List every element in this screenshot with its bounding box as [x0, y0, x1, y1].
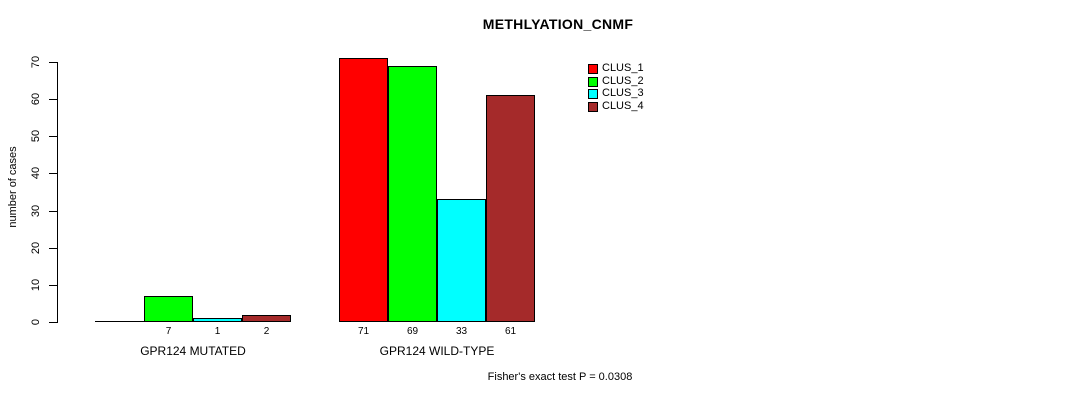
- y-tick-label: 60: [30, 92, 42, 106]
- y-tick-label: 50: [30, 129, 42, 143]
- bar-clus_3-group1: [193, 318, 242, 322]
- bar-clus_2-group2: [388, 66, 437, 322]
- y-tick-mark: [49, 322, 58, 323]
- legend-label: CLUS_1: [602, 62, 644, 74]
- bar-value-label: 33: [455, 326, 468, 337]
- bar-value-label: 71: [357, 326, 370, 337]
- legend-swatch: [588, 101, 598, 112]
- bar-value-label: 7: [165, 326, 172, 337]
- y-tick-label: 30: [30, 204, 42, 218]
- bar-clus_4-group2: [486, 95, 535, 322]
- y-tick-mark: [49, 99, 58, 100]
- legend-label: CLUS_4: [602, 100, 644, 112]
- y-tick-mark: [49, 248, 58, 249]
- y-axis-line: [57, 62, 58, 323]
- y-tick-label: 70: [30, 55, 42, 69]
- bar-value-label: 61: [504, 326, 517, 337]
- legend-item-clus_2: CLUS_2: [588, 76, 644, 87]
- legend-item-clus_1: CLUS_1: [588, 63, 644, 74]
- y-tick-mark: [49, 62, 58, 63]
- chart-title: METHLYATION_CNMF: [482, 16, 634, 32]
- bar-clus_3-group2: [437, 199, 486, 322]
- y-tick-label: 0: [30, 318, 42, 326]
- stat-test-annotation: Fisher's exact test P = 0.0308: [487, 371, 633, 383]
- legend-label: CLUS_3: [602, 87, 644, 99]
- group-label: GPR124 WILD-TYPE: [379, 344, 495, 358]
- group-label: GPR124 MUTATED: [140, 344, 246, 358]
- y-tick-mark: [49, 211, 58, 212]
- y-tick-mark: [49, 285, 58, 286]
- bar-clus_2-group1: [144, 296, 193, 322]
- legend-swatch: [588, 63, 598, 74]
- y-tick-mark: [49, 136, 58, 137]
- y-tick-label: 40: [30, 166, 42, 180]
- bar-clus_1-group1: [95, 321, 144, 322]
- bar-value-label: 1: [214, 326, 221, 337]
- legend-swatch: [588, 76, 598, 87]
- legend-item-clus_4: CLUS_4: [588, 101, 644, 112]
- bar-clus_4-group1: [242, 315, 291, 322]
- y-tick-mark: [49, 173, 58, 174]
- legend-label: CLUS_2: [602, 75, 644, 87]
- bar-value-label: 69: [406, 326, 419, 337]
- y-tick-label: 10: [30, 278, 42, 292]
- bar-value-label: 2: [263, 326, 270, 337]
- bar-clus_1-group2: [339, 58, 388, 322]
- y-axis-label: number of cases: [7, 146, 19, 228]
- legend-item-clus_3: CLUS_3: [588, 88, 644, 99]
- legend-swatch: [588, 88, 598, 99]
- y-tick-label: 20: [30, 241, 42, 255]
